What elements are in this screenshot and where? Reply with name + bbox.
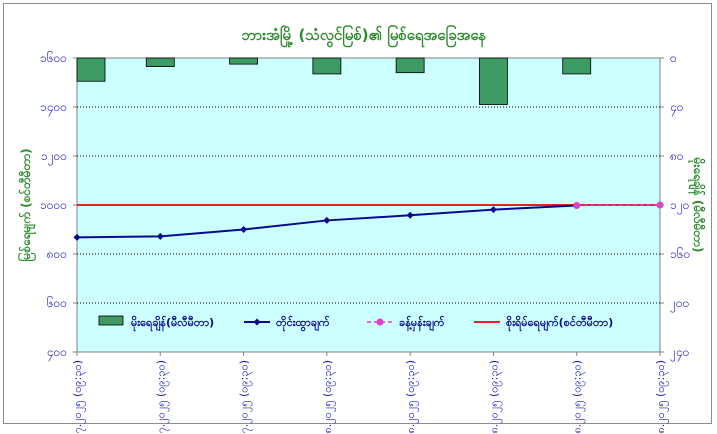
left-tick-label: ၆၀၀	[47, 295, 67, 310]
rainfall-bar	[313, 58, 341, 74]
x-tick-label: ၃၀.၇.၂၀၂၅ (၀၉:၃၀)	[154, 360, 169, 434]
left-tick-label: ၁၆၀၀	[40, 50, 67, 65]
rainfall-bar	[396, 58, 424, 73]
chart-title: ဘားအံမြို့ (သံလွင်မြစ်)၏ မြစ်ရေအခြေအနေ	[242, 24, 487, 48]
rainfall-bar	[230, 58, 258, 64]
x-axis-ticks: ၂၉.၇.၂၀၂၅ (၀၉:၃၀) ၃၀.၇.၂၀၂၅ (၀၉:၃၀) ၃၁.၇.၂…	[71, 352, 669, 434]
right-tick-label: ၀	[670, 51, 677, 65]
forecast-point	[573, 202, 580, 209]
right-tick-label: ၂၄၀	[670, 345, 689, 362]
right-tick-label: ၄၀	[670, 100, 684, 117]
x-tick-label: ၂.၈.၂၀၂၅ (၀၉:၃၀)	[404, 360, 419, 434]
rainfall-bar	[563, 58, 591, 74]
chart-frame: ဘားအံမြို့ (သံလွင်မြစ်)၏ မြစ်ရေအခြေအနေ ၄…	[3, 3, 712, 424]
x-tick-label: ၅.၈.၂၀၂၅ (၀၉:၃၀)	[654, 360, 669, 434]
left-axis-ticks: ၄၀၀ ၆၀၀ ၈၀၀ ၁၀၀၀ ၁၂၀၀ ၁၄၀၀ ၁၆၀၀	[40, 50, 77, 362]
legend-marker-forecast	[377, 319, 384, 326]
legend-swatch-rainfall	[99, 316, 123, 325]
right-tick-label: ၂၀၀	[670, 296, 689, 313]
left-tick-label: ၁၂၀၀	[41, 149, 67, 166]
x-tick-label: ၁.၈.၂၀၂၅ (၀၉:၃၀)	[321, 360, 336, 434]
left-tick-label: ၄၀၀	[47, 345, 67, 362]
left-tick-label: ၈၀၀	[47, 247, 67, 261]
rainfall-bar	[77, 58, 105, 81]
x-tick-label: ၂၉.၇.၂၀၂၅ (၀၉:၃၀)	[71, 360, 86, 434]
right-tick-label: ၁၂၀	[670, 198, 689, 215]
rainfall-bar	[479, 58, 507, 105]
chart-svg: ဘားအံမြို့ (သံလွင်မြစ်)၏ မြစ်ရေအခြေအနေ ၄…	[4, 4, 717, 434]
x-tick-label: ၃၁.၇.၂၀၂၅ (၀၉:၃၀)	[238, 360, 253, 434]
x-tick-label: ၃.၈.၂၀၂၅ (၀၉:၃၀)	[487, 360, 502, 434]
left-axis-label: မြစ်ရေမျက် (စင်တီမီတာ)	[16, 148, 37, 261]
left-tick-label: ၁၀၀၀	[40, 198, 67, 212]
right-tick-label: ၈၀	[670, 149, 684, 163]
x-tick-label: ၄.၈.၂၀၂၅ (၀၉:၃၀)	[571, 360, 586, 434]
rainfall-bar	[146, 58, 174, 67]
right-tick-label: ၁၆၀	[670, 246, 690, 261]
left-tick-label: ၁၄၀၀	[40, 100, 67, 117]
right-axis-label: မိုးရေချိန် (မီလီမီတာ)	[687, 157, 707, 253]
